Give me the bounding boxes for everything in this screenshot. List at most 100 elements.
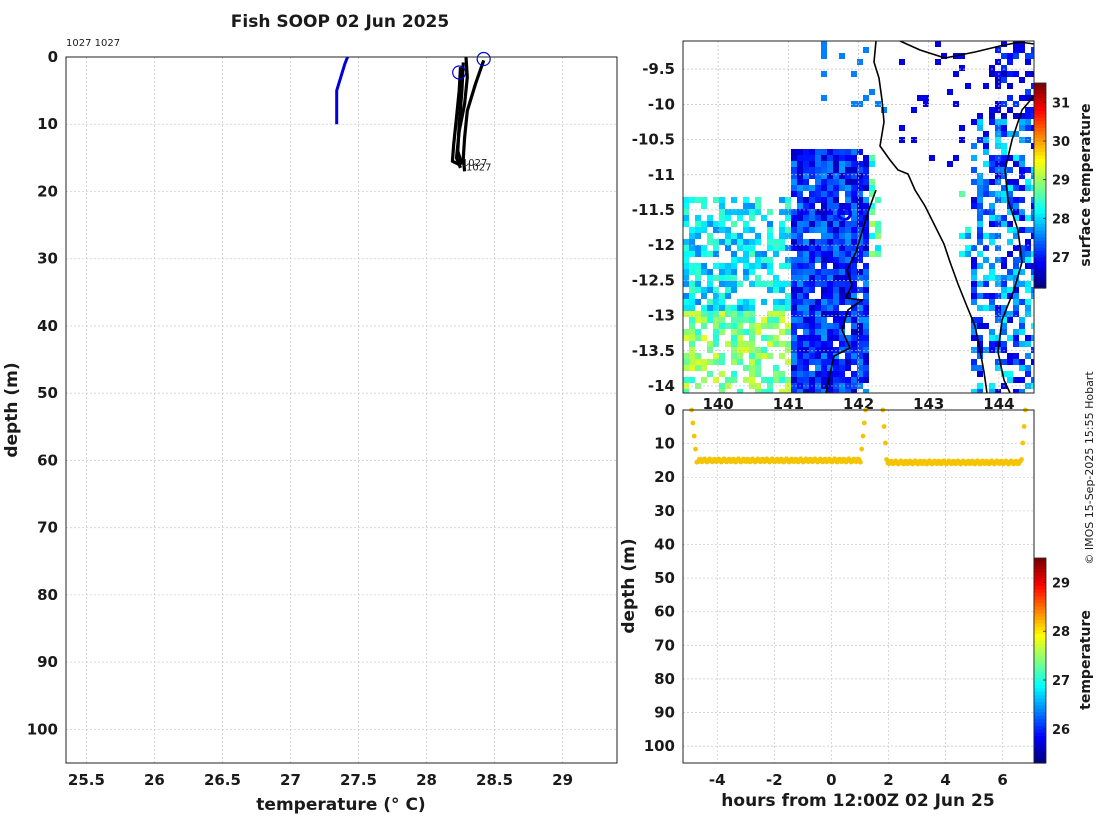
map-lat-tick-label: -10.5 (632, 131, 675, 149)
sst-cell (737, 389, 743, 393)
sst-cell (779, 389, 785, 393)
profile-y-tick-label: 20 (37, 182, 58, 200)
sst-cell (791, 287, 797, 293)
sst-cell (731, 239, 737, 245)
sst-cell (815, 251, 821, 257)
sst-cell (977, 353, 983, 359)
sst-cell (791, 185, 797, 191)
sst-cell (827, 185, 833, 191)
sst-cell (713, 329, 719, 335)
sst-cell (863, 263, 869, 269)
sst-cell (815, 227, 821, 233)
sst-cell (821, 317, 827, 323)
sst-cell (749, 335, 755, 341)
profile-top-note: 1027 1027 (66, 38, 120, 49)
depth-point (881, 424, 887, 429)
sst-cell (923, 95, 929, 101)
sst-cell (809, 359, 815, 365)
sst-cell (845, 185, 851, 191)
sst-cell (731, 347, 737, 353)
sst-cell (707, 215, 713, 221)
sst-cell (827, 221, 833, 227)
sst-cell (833, 347, 839, 353)
sst-cell (833, 275, 839, 281)
sst-cell (815, 173, 821, 179)
sst-cell (959, 233, 965, 239)
timeseries-y-tick-label: 0 (665, 401, 675, 419)
timeseries-y-tick-label: 60 (654, 603, 675, 621)
sst-cell (863, 155, 869, 161)
sst-cell (821, 161, 827, 167)
sst-cell (971, 365, 977, 371)
sst-cell (689, 233, 695, 239)
sst-cell (1001, 257, 1007, 263)
surface-temperature-colorbar-swatch (1034, 226, 1046, 231)
sst-cell (851, 335, 857, 341)
sst-cell (755, 347, 761, 353)
sst-cell (851, 251, 857, 257)
profile-y-tick-label: 100 (27, 720, 58, 738)
sst-cell (689, 359, 695, 365)
sst-cell (749, 377, 755, 383)
profile-y-tick-label: 0 (48, 48, 58, 66)
sst-cell (827, 323, 833, 329)
sst-cell (1001, 101, 1007, 107)
surface-temperature-colorbar-swatch (1034, 113, 1046, 118)
sst-cell (863, 269, 869, 275)
sst-cell (773, 341, 779, 347)
sst-cell (773, 371, 779, 377)
sst-cell (749, 347, 755, 353)
sst-cell (845, 263, 851, 269)
sst-cell (767, 245, 773, 251)
sst-cell (791, 323, 797, 329)
sst-cell (803, 311, 809, 317)
sst-cell (1013, 275, 1019, 281)
surface-temperature-colorbar-swatch (1034, 141, 1046, 146)
surface-temperature-colorbar-frame (1033, 82, 1047, 289)
sst-cell (851, 203, 857, 209)
surface-temperature-colorbar-swatch (1034, 274, 1046, 279)
sst-cell (815, 311, 821, 317)
surface-temperature-colorbar-tick-label: 27 (1052, 251, 1070, 266)
sst-cell (821, 239, 827, 245)
sst-cell (851, 281, 857, 287)
profile-plot-frame (65, 56, 618, 764)
sst-cell (797, 263, 803, 269)
sst-cell (791, 335, 797, 341)
sst-cell (995, 125, 1001, 131)
sst-cell (1001, 293, 1007, 299)
sst-cell (845, 275, 851, 281)
sst-cell (971, 143, 977, 149)
sst-cell (719, 317, 725, 323)
sst-cell (983, 275, 989, 281)
sst-cell (1031, 233, 1034, 239)
sst-cell (719, 305, 725, 311)
temperature-colorbar-swatch (1034, 619, 1046, 624)
sst-cell (797, 251, 803, 257)
sst-cell (821, 41, 827, 47)
sst-cell (737, 215, 743, 221)
sst-cell (779, 197, 785, 203)
sst-cell (797, 269, 803, 275)
sst-cell (833, 389, 839, 393)
sst-cell (863, 197, 869, 203)
sst-cell (731, 251, 737, 257)
depth-point (883, 440, 888, 446)
sst-cell (719, 323, 725, 329)
sst-cell (803, 227, 809, 233)
sst-cell (821, 221, 827, 227)
sst-cell (1031, 83, 1034, 89)
sst-cell (1001, 71, 1007, 77)
sst-cell (791, 245, 797, 251)
surface-temperature-colorbar-swatch (1034, 144, 1046, 149)
map-lat-tick-label: -12 (648, 236, 675, 254)
sst-cell (839, 365, 845, 371)
timeseries-y-tick-label: 70 (654, 636, 675, 654)
sst-cell (995, 167, 1001, 173)
sst-cell (809, 227, 815, 233)
sst-cell (737, 305, 743, 311)
temperature-colorbar-swatch (1034, 646, 1046, 651)
sst-cell (1001, 215, 1007, 221)
sst-cell (809, 245, 815, 251)
sst-cell (803, 149, 809, 155)
